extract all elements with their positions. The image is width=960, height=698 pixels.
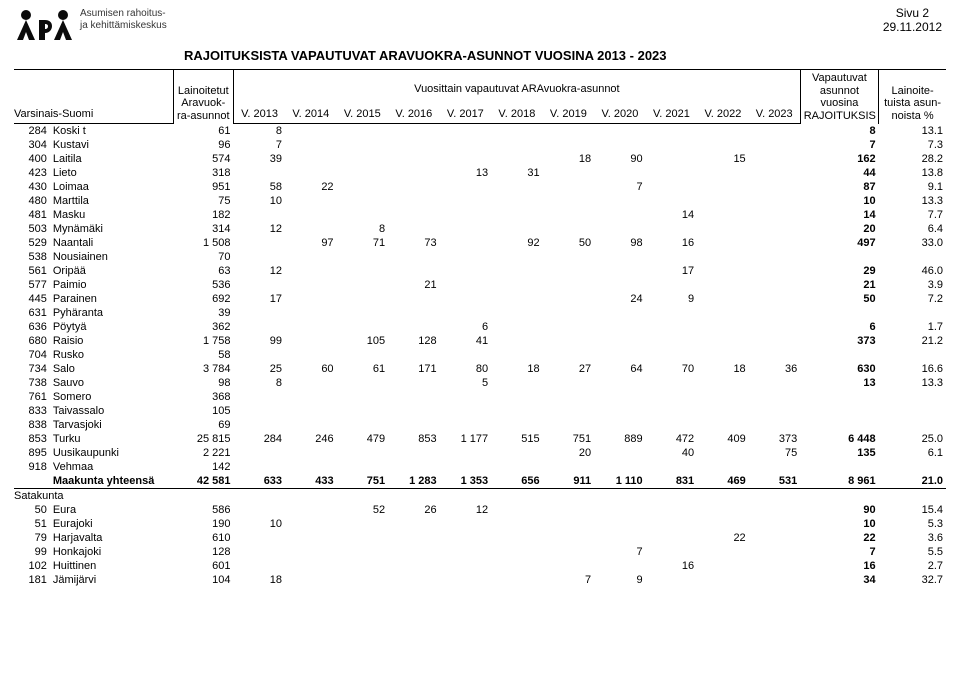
hdr-y5: V. 2018 [491,97,543,124]
hdr-vap: Vapautuvat asunnot vuosina RAJOITUKSIS [800,70,878,124]
hdr-y7: V. 2020 [594,97,646,124]
region-varsinais: Varsinais-Suomi [14,97,173,124]
table-row: 853Turku25 8152842464798531 177515751889… [14,432,946,446]
table-row: 738Sauvo98851313.3 [14,376,946,390]
table-row: 538Nousiainen70 [14,250,946,264]
hdr-y8: V. 2021 [646,97,698,124]
table-row: 577Paimio53621213.9 [14,278,946,292]
hdr-pct: Lainoite- tuista asun- noista % [879,70,946,124]
table-row: 561Oripää6312172946.0 [14,264,946,278]
table-row: 761Somero368 [14,390,946,404]
table-row: 181Jämijärvi10418793432.7 [14,573,946,587]
table-row: 79Harjavalta61022223.6 [14,531,946,545]
table-row: 102Huittinen60116162.7 [14,559,946,573]
table-row: 400Laitila5743918901516228.2 [14,152,946,166]
page-date: 29.11.2012 [883,20,942,34]
hdr-annual: Vuosittain vapautuvat ARAvuokra-asunnot [234,70,801,97]
org-name: Asumisen rahoitus- ja kehittämiskeskus [80,8,167,32]
region-satakunta-row: Satakunta [14,489,946,504]
hdr-stock: Lainoitetut Aravuok- ra-asunnot [173,70,233,124]
table-row: 734Salo3 7842560611718018276470183663016… [14,362,946,376]
hdr-y2: V. 2015 [337,97,389,124]
table-row: 430Loimaa95158227879.1 [14,180,946,194]
table-row: 704Rusko58 [14,348,946,362]
table-row: 833Taivassalo105 [14,404,946,418]
table-body: 284Koski t618813.1304Kustavi96777.3400La… [14,124,946,588]
table-row: 304Kustavi96777.3 [14,138,946,152]
table-row: 503Mynämäki314128206.4 [14,222,946,236]
hdr-y4: V. 2017 [440,97,492,124]
table-row: 680Raisio1 758991051284137321.2 [14,334,946,348]
hdr-y10: V. 2023 [749,97,801,124]
table-row: 918Vehmaa142 [14,460,946,474]
table-row: 99Honkajoki128775.5 [14,545,946,559]
table-row: 284Koski t618813.1 [14,124,946,139]
table-row: 838Tarvasjoki69 [14,418,946,432]
data-table: Lainoitetut Aravuok- ra-asunnot Vuositta… [14,69,946,587]
hdr-y9: V. 2022 [697,97,749,124]
table-row: 631Pyhäranta39 [14,306,946,320]
hdr-y0: V. 2013 [234,97,286,124]
org-line1: Asumisen rahoitus- [80,8,166,19]
table-row: 895Uusikaupunki2 2212040751356.1 [14,446,946,460]
table-row: 423Lieto31813314413.8 [14,166,946,180]
table-row: 481Masku18214147.7 [14,208,946,222]
hdr-y1: V. 2014 [285,97,337,124]
org-line2: ja kehittämiskeskus [80,20,167,31]
report-title: RAJOITUKSISTA VAPAUTUVAT ARAVUOKRA-ASUNN… [184,48,946,63]
table-row: 636Pöytyä362661.7 [14,320,946,334]
table-row: 445Parainen69217249507.2 [14,292,946,306]
hdr-y3: V. 2016 [388,97,440,124]
org-logo-block: Asumisen rahoitus- ja kehittämiskeskus [14,6,167,46]
table-row: 529Naantali1 5089771739250981649733.0 [14,236,946,250]
table-row: 480Marttila75101013.3 [14,194,946,208]
table-row: 51Eurajoki19010105.3 [14,517,946,531]
page-number: Sivu 2 [896,6,929,20]
hdr-y6: V. 2019 [543,97,595,124]
ara-logo-icon [14,6,74,46]
table-row: 50Eura5865226129015.4 [14,503,946,517]
table-header: Lainoitetut Aravuok- ra-asunnot Vuositta… [14,70,946,124]
totals-row: Maakunta yhteensä42 5816334337511 2831 3… [14,474,946,489]
page-meta: Sivu 2 29.11.2012 [883,6,946,34]
